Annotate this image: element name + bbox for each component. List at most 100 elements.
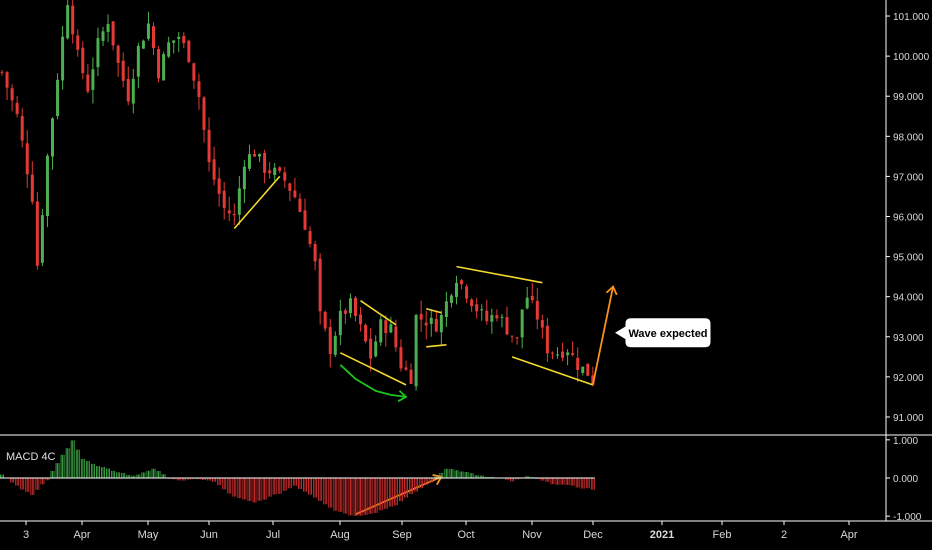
candle — [126, 66, 130, 106]
candle-body — [157, 49, 161, 79]
trendline — [233, 175, 281, 230]
candle-body — [354, 297, 357, 316]
candle-body — [217, 178, 221, 194]
candle — [444, 291, 448, 327]
candle — [535, 288, 539, 330]
candle — [318, 253, 322, 325]
candle — [576, 347, 580, 383]
candle — [116, 44, 120, 77]
candle — [490, 308, 494, 334]
candle-body — [237, 188, 241, 215]
candle-body — [56, 79, 60, 117]
candle — [177, 32, 181, 53]
price-tick-label: 99.000 — [893, 92, 924, 103]
candle — [197, 73, 201, 110]
candle — [455, 275, 458, 305]
candle-body — [222, 190, 226, 208]
candle — [439, 310, 443, 346]
candle-body — [247, 154, 251, 169]
candle — [581, 366, 585, 376]
indicator-label: MACD 4C — [6, 451, 56, 463]
candle-body — [384, 320, 388, 334]
candle-body — [101, 31, 105, 41]
candle — [586, 363, 590, 377]
candle-body — [323, 311, 327, 329]
candle-body — [308, 231, 312, 245]
candle — [288, 182, 292, 202]
candle-body — [187, 40, 191, 63]
price-tick-label: 100.000 — [893, 52, 930, 63]
candle — [434, 310, 438, 333]
candle-body — [96, 38, 100, 68]
price-tick-label: 95.000 — [893, 253, 924, 264]
candle-body — [61, 36, 65, 81]
candle-body — [152, 26, 155, 49]
time-tick-label: Sep — [392, 529, 412, 541]
candle — [283, 166, 287, 188]
candle — [25, 130, 29, 188]
candle-body — [404, 367, 408, 370]
candle — [131, 68, 135, 114]
candle-body — [71, 5, 75, 35]
candle-body — [475, 304, 479, 312]
candle-body — [460, 280, 464, 285]
candle — [101, 26, 105, 46]
candle-body — [571, 353, 575, 355]
candle — [66, 0, 70, 40]
candle — [429, 309, 433, 337]
trendline — [360, 300, 397, 326]
candle — [10, 84, 14, 112]
time-tick-label: Feb — [713, 529, 732, 541]
candle — [167, 36, 171, 59]
candle — [404, 360, 408, 371]
candles-layer — [0, 0, 595, 391]
candle — [561, 342, 565, 362]
candle-body — [136, 45, 140, 77]
candle-body — [182, 35, 186, 44]
candle — [419, 300, 423, 332]
candle — [202, 95, 206, 143]
arrow — [591, 286, 614, 386]
candle-body — [566, 352, 570, 356]
candle-body — [394, 326, 398, 348]
candle-body — [45, 155, 49, 217]
candle-body — [328, 327, 332, 354]
candle — [30, 161, 34, 205]
annotations-layer — [233, 175, 618, 516]
candle — [475, 297, 479, 319]
candle-body — [480, 309, 484, 311]
macd-tick-label: 1.000 — [893, 436, 918, 447]
candle — [172, 40, 176, 54]
candle-body — [40, 215, 44, 263]
price-tick-label: 96.000 — [893, 213, 924, 224]
candle — [278, 166, 282, 174]
candle — [35, 192, 39, 270]
candle-body — [490, 315, 494, 322]
candle — [258, 153, 262, 162]
candle — [348, 293, 352, 318]
candle-body — [268, 170, 272, 174]
price-tick-label: 93.000 — [893, 333, 924, 344]
candle-body — [146, 23, 150, 39]
candle-body — [253, 153, 256, 157]
candle-body — [283, 172, 287, 181]
candle — [394, 319, 398, 352]
candle-body — [263, 152, 267, 173]
candle-body — [141, 40, 145, 49]
candle — [343, 308, 347, 324]
candle — [192, 62, 196, 90]
time-tick-label: Oct — [457, 529, 474, 541]
candle-body — [465, 286, 469, 299]
candle — [40, 208, 44, 267]
candle — [5, 71, 9, 100]
candle-body — [131, 78, 135, 104]
candle-body — [515, 337, 519, 339]
candle-body — [20, 116, 24, 141]
candle — [303, 198, 307, 231]
candle-body — [556, 354, 559, 356]
candle — [298, 193, 302, 213]
price-tick-label: 92.000 — [893, 373, 924, 384]
macd-tick-label: -1.000 — [893, 512, 922, 523]
candle — [121, 52, 125, 88]
